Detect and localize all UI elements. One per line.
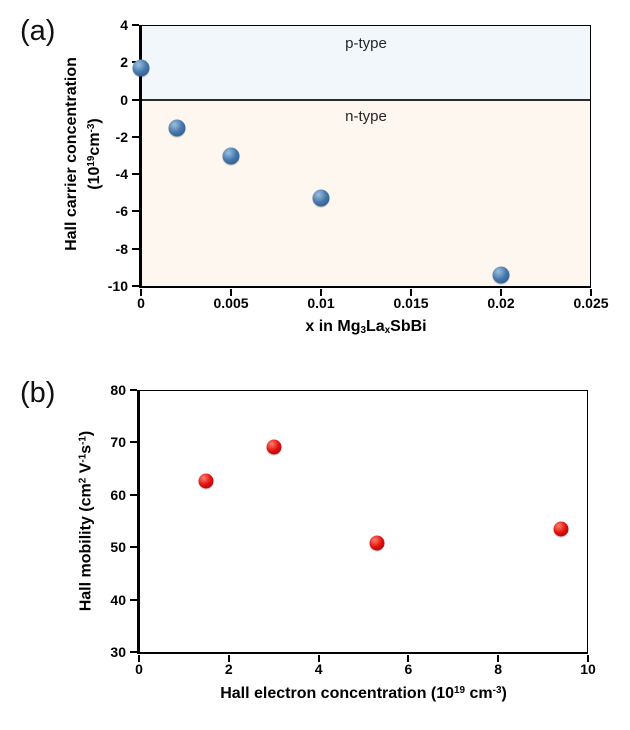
x-axis-line xyxy=(139,285,591,288)
y-tick-label: 50 xyxy=(110,539,126,556)
data-point xyxy=(168,119,186,137)
y-tick-label: 80 xyxy=(110,382,126,398)
label-segment: SbBi xyxy=(390,318,427,335)
x-tick-label: 0 xyxy=(135,661,143,677)
x-tick-label: 0 xyxy=(137,295,145,311)
x-tick-mark xyxy=(407,654,410,662)
label-segment: Hall electron concentration (10 xyxy=(220,685,455,702)
data-point xyxy=(222,147,240,164)
x-tick-mark xyxy=(320,288,322,296)
label-segment: La xyxy=(365,318,385,335)
data-point xyxy=(266,439,282,455)
x-tick-mark xyxy=(138,654,140,662)
x-tick-mark xyxy=(497,654,500,662)
y-tick-label: 2 xyxy=(120,54,128,71)
zero-line xyxy=(141,98,591,101)
y-tick-label: 60 xyxy=(110,486,126,503)
y-tick-mark xyxy=(129,493,137,496)
y-tick-mark xyxy=(131,98,139,101)
x-tick-label: 2 xyxy=(224,661,233,677)
data-point xyxy=(369,535,385,551)
y-tick-label: 30 xyxy=(110,644,126,660)
y-tick-mark xyxy=(131,173,139,176)
x-tick-mark xyxy=(590,288,592,296)
label-segment: 19 xyxy=(454,684,466,696)
x-tick-label: 0.01 xyxy=(307,295,335,311)
x-tick-mark xyxy=(227,654,230,662)
data-point xyxy=(553,521,569,537)
x-tick-label: 0.025 xyxy=(573,295,609,311)
y-axis-line xyxy=(137,390,140,654)
label-segment: x in Mg xyxy=(305,318,361,335)
p-type-annotation: p-type xyxy=(345,35,387,52)
x-tick-label: 6 xyxy=(404,661,413,677)
panel-a-label: (a) xyxy=(20,15,56,47)
x-tick-mark xyxy=(410,288,412,296)
y-tick-mark xyxy=(129,598,137,601)
x-tick-label: 4 xyxy=(314,661,323,677)
n-type-region xyxy=(141,99,591,286)
data-point xyxy=(198,473,214,489)
x-tick-mark xyxy=(317,654,320,662)
p-type-region xyxy=(141,25,591,100)
y-tick-mark xyxy=(129,651,137,653)
label-segment: ) xyxy=(501,685,507,702)
y-tick-label: -6 xyxy=(115,203,128,220)
x-axis-line xyxy=(137,651,588,654)
y-tick-mark xyxy=(131,24,139,26)
y-tick-label: -4 xyxy=(115,166,128,183)
y-tick-mark xyxy=(131,135,139,138)
y-tick-mark xyxy=(131,210,139,213)
y-tick-label: 40 xyxy=(110,591,126,608)
chart-a-x-axis-title: x in Mg3LaxSbBi xyxy=(141,317,591,336)
y-tick-label: -2 xyxy=(115,128,128,145)
plot-frame xyxy=(139,390,588,652)
chart-a-y-tick-labels: 4 2 0 -2 -4 -6 -8 -10 xyxy=(0,18,128,293)
chart-a-x-tick-labels: 0 0.005 0.01 0.015 0.02 0.025 xyxy=(137,295,608,314)
y-tick-label: 0 xyxy=(120,91,128,108)
x-tick-label: 10 xyxy=(580,661,596,677)
chart-b-x-axis-title: Hall electron concentration (1019 cm-3) xyxy=(139,684,588,703)
x-tick-mark xyxy=(587,654,589,662)
label-segment: x xyxy=(384,325,391,337)
label-segment: 3 xyxy=(360,325,366,337)
y-tick-mark xyxy=(129,389,137,391)
panel-b-label: (b) xyxy=(20,377,56,409)
x-tick-label: 8 xyxy=(494,661,503,677)
chart-b-y-tick-labels: 30 40 50 60 70 80 xyxy=(0,383,126,659)
y-tick-label: -8 xyxy=(115,240,128,257)
y-tick-label: -10 xyxy=(107,278,128,294)
chart-b-x-tick-labels: 0 2 4 6 8 10 xyxy=(135,661,596,680)
x-tick-label: 0.015 xyxy=(393,295,429,311)
chart-b-plot-area xyxy=(129,389,589,662)
y-tick-mark xyxy=(129,441,137,444)
y-tick-mark xyxy=(131,247,139,250)
label-segment: cm xyxy=(465,685,493,702)
y-axis-line xyxy=(139,25,142,288)
n-type-annotation: n-type xyxy=(345,108,387,125)
data-point xyxy=(492,266,510,284)
data-point xyxy=(132,59,150,77)
x-tick-label: 0.005 xyxy=(213,295,249,311)
x-tick-mark xyxy=(500,288,502,296)
label-segment: -3 xyxy=(492,684,502,696)
chart-a-plot-area: p-type n-type xyxy=(131,24,592,296)
x-tick-mark xyxy=(230,288,232,296)
x-tick-mark xyxy=(140,288,142,296)
data-point xyxy=(312,189,330,207)
x-tick-label: 0.02 xyxy=(487,295,515,311)
y-tick-mark xyxy=(131,285,139,287)
y-tick-mark xyxy=(129,546,137,549)
y-tick-label: 4 xyxy=(120,17,128,33)
y-tick-label: 70 xyxy=(110,434,126,451)
